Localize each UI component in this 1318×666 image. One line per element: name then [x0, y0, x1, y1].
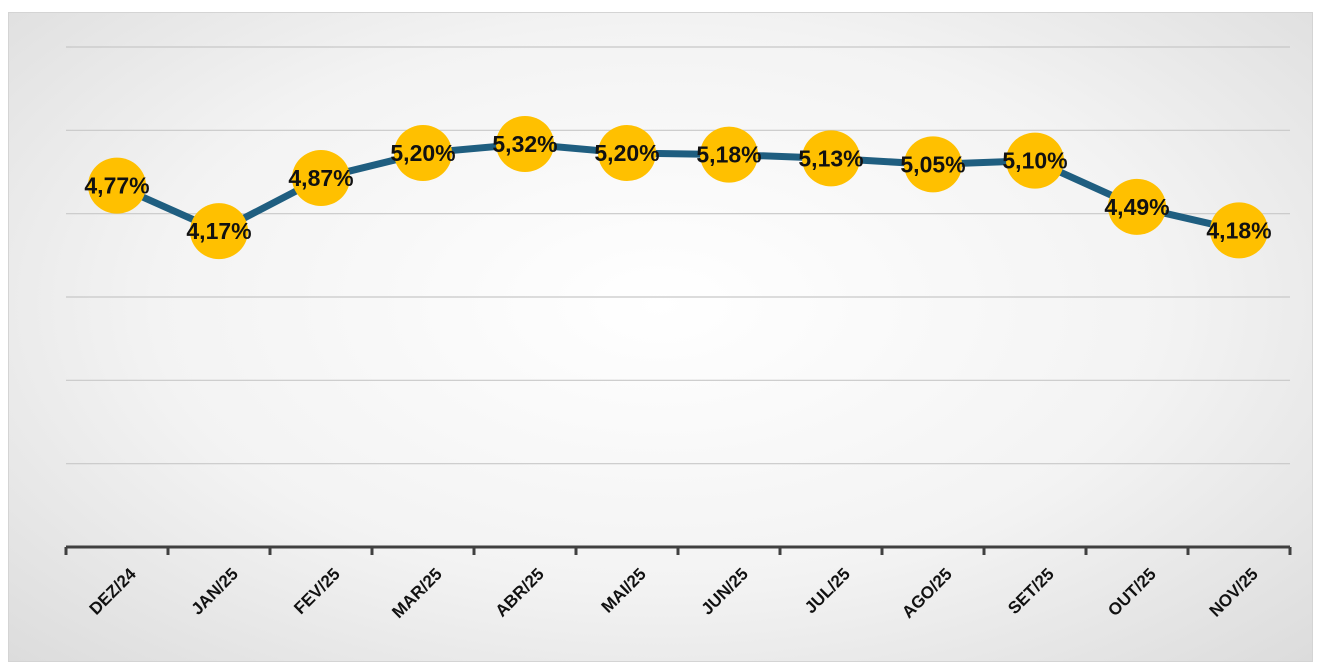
data-label: 4,17%: [186, 218, 251, 244]
x-tick-label: JUN/25: [698, 564, 752, 618]
x-axis: [64, 545, 1292, 555]
data-label: 5,10%: [1002, 148, 1067, 174]
data-point: [190, 203, 248, 260]
data-point: [598, 125, 656, 182]
data-point: [88, 157, 146, 214]
data-label: 4,87%: [288, 165, 353, 191]
data-point: [1210, 202, 1268, 259]
x-tick-label: DEZ/24: [86, 564, 141, 619]
data-point: [1108, 178, 1166, 235]
x-tick-labels: DEZ/24 JAN/25 FEV/25 MAR/25 ABR/25 MAI/25 JUN/…: [86, 564, 1262, 622]
x-tick-label: SET/25: [1004, 564, 1058, 618]
series-line-layer: [115, 140, 1240, 235]
data-label: 4,77%: [84, 173, 149, 199]
data-point: [700, 126, 758, 183]
x-tick-label: ABR/25: [492, 564, 548, 620]
x-tick-label: AGO/25: [898, 564, 956, 622]
data-label: 5,20%: [390, 140, 455, 166]
data-point: [394, 125, 452, 182]
data-point: [802, 130, 860, 187]
data-markers: [88, 115, 1268, 260]
data-point: [292, 150, 350, 207]
data-labels: 4,77% 4,17% 4,87% 5,20% 5,32% 5,20% 5,18% 5,13%…: [84, 131, 1271, 244]
data-label: 4,49%: [1104, 194, 1169, 220]
data-label: 5,05%: [900, 151, 965, 177]
data-point: [904, 136, 962, 193]
series-line: [115, 140, 1240, 235]
data-label: 5,18%: [696, 142, 761, 168]
x-tick-label: MAI/25: [598, 564, 650, 616]
data-label: 5,20%: [594, 140, 659, 166]
data-point: [496, 115, 554, 172]
x-tick-label: NOV/25: [1206, 564, 1262, 620]
data-label: 4,18%: [1206, 217, 1271, 243]
x-tick-label: MAR/25: [388, 564, 446, 622]
data-point: [1006, 132, 1064, 189]
x-tick-label: JAN/25: [188, 564, 242, 618]
x-tick-label: JUL/25: [801, 564, 854, 617]
x-tick-label: FEV/25: [290, 564, 344, 618]
chart-area: [8, 12, 1313, 662]
gridlines: [66, 46, 1290, 465]
data-label: 5,32%: [492, 131, 557, 157]
data-label: 5,13%: [798, 145, 863, 171]
x-tick-label: OUT/25: [1104, 564, 1160, 620]
